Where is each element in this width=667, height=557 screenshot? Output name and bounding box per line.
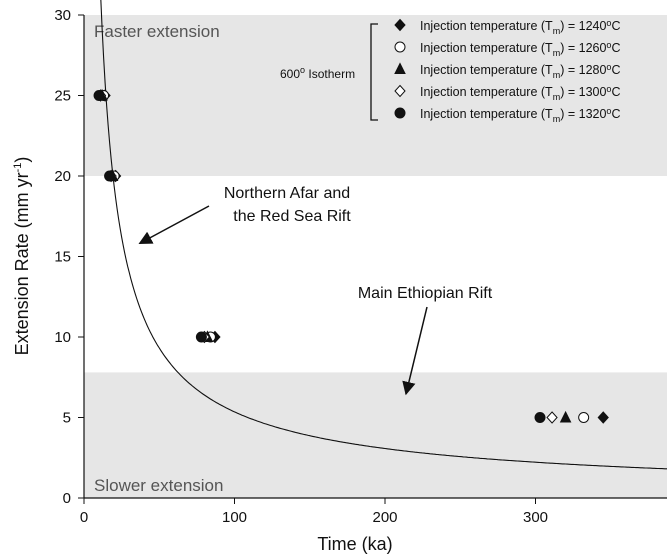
fit-curve (100, 0, 667, 470)
y-axis-ticks: 0 5 10 15 20 25 30 (54, 7, 84, 507)
y-tick-label-0: 0 (63, 490, 71, 507)
legend-marker-1 (394, 41, 406, 53)
annotation-main-ethiopian-rift: Main Ethiopian Rift (358, 285, 493, 302)
fit-curve-layer (100, 0, 667, 470)
x-axis-title: Time (ka) (317, 534, 392, 554)
data-points (93, 88, 609, 424)
legend-label-2: Injection temperature (Tm) = 1280oC (420, 62, 620, 80)
annotation-arrow-northern-afar (138, 205, 210, 245)
legend-marker-3 (394, 84, 406, 98)
y-axis-title: Extension Rate (mm yr-1) (12, 157, 32, 356)
point-s4-3 (534, 412, 546, 423)
y-tick-label-4: 20 (54, 168, 71, 185)
bands-layer (84, 15, 667, 498)
point-s1-3 (578, 412, 590, 423)
x-tick-label-2: 200 (372, 509, 397, 526)
band-0 (84, 15, 667, 176)
legend-label-1: Injection temperature (Tm) = 1260oC (420, 40, 620, 58)
legend-bracket (370, 23, 378, 121)
legend-marker-0 (394, 18, 406, 32)
x-axis-ticks: 0100200300400 (80, 498, 548, 526)
y-tick-label-1: 5 (63, 410, 71, 427)
annotation-arrow-main-ethiopian-rift (402, 306, 428, 396)
legend: 600o Isotherm Injection temperature (Tm)… (280, 18, 620, 124)
y-tick-label-3: 15 (54, 249, 71, 266)
point-s3-3 (546, 411, 558, 424)
legend-marker-4 (394, 107, 406, 119)
x-tick-label-1: 100 (222, 509, 247, 526)
legend-label-0: Injection temperature (Tm) = 1240oC (420, 18, 620, 36)
legend-group-label: 600o Isotherm (280, 65, 355, 81)
x-tick-label-0: 0 (80, 509, 88, 526)
y-tick-label-6: 30 (54, 7, 71, 24)
x-tick-label-3: 300 (523, 509, 548, 526)
y-tick-label-2: 10 (54, 329, 71, 346)
point-s4-1 (104, 170, 116, 182)
band-1 (84, 372, 667, 498)
y-tick-label-5: 25 (54, 88, 71, 105)
annotation-northern-afar: Northern Afar and the Red Sea Rift (224, 185, 351, 225)
band-label-0: Faster extension (94, 22, 220, 41)
legend-marker-2 (394, 62, 406, 74)
point-s2-3 (559, 410, 572, 423)
point-s0-3 (597, 411, 609, 424)
point-s4-0 (93, 90, 105, 101)
band-labels: Faster extension Slower extension (94, 22, 223, 495)
legend-items: Injection temperature (Tm) = 1240oC Injec… (394, 18, 620, 124)
point-s4-2 (195, 331, 207, 343)
band-label-1: Slower extension (94, 476, 223, 495)
annotations: Northern Afar and the Red Sea Rift Main Et… (138, 185, 493, 396)
legend-label-4: Injection temperature (Tm) = 1320oC (420, 106, 620, 124)
legend-label-3: Injection temperature (Tm) = 1300oC (420, 84, 620, 102)
